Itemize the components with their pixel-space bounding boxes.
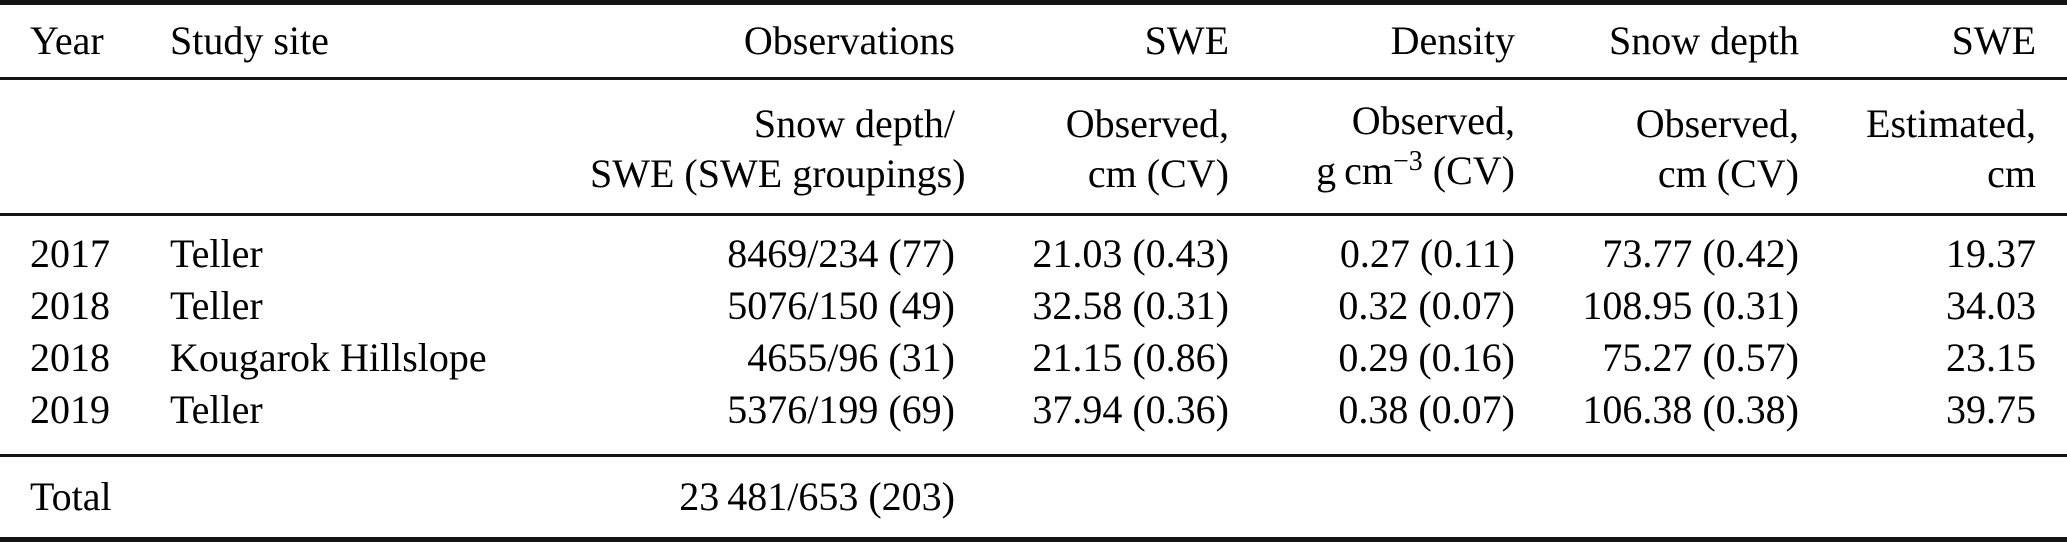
cell-snow-depth: 108.95 (0.31)	[1582, 283, 1799, 328]
cell-snow-depth: 106.38 (0.38)	[1582, 387, 1799, 432]
subheader-swe-observed-line2: cm (CV)	[1087, 150, 1229, 196]
table-row: 2018 Teller 5076/150 (49) 32.58 (0.31) 0…	[0, 280, 2067, 332]
col-header-swe-estimated: SWE	[1799, 2, 2067, 80]
subheader-observations-line1: Snow depth/	[753, 100, 955, 146]
col-header-observations: Observations	[590, 2, 955, 80]
subheader-snow-depth-line1: Observed,	[1635, 100, 1799, 146]
cell-year: 2019	[30, 387, 110, 432]
cell-density: 0.29 (0.16)	[1338, 335, 1515, 380]
cell-swe-estimated: 19.37	[1946, 231, 2036, 276]
total-empty-swe-observed	[955, 454, 1229, 540]
column-subheader-row: Snow depth/ SWE (SWE groupings) Observed…	[0, 78, 2067, 216]
cell-swe-observed: 21.03 (0.43)	[1032, 231, 1229, 276]
subheader-density: Observed, g cm−3 (CV)	[1229, 78, 1515, 216]
subheader-swe-observed: Observed, cm (CV)	[955, 78, 1229, 216]
cell-snow-depth: 73.77 (0.42)	[1602, 231, 1799, 276]
cell-swe-observed: 37.94 (0.36)	[1032, 387, 1229, 432]
cell-density: 0.38 (0.07)	[1338, 387, 1515, 432]
table-row: 2019 Teller 5376/199 (69) 37.94 (0.36) 0…	[0, 384, 2067, 456]
subheader-study-site-empty	[170, 78, 590, 216]
total-label: Total	[0, 454, 590, 540]
cell-observations: 5376/199 (69)	[727, 387, 955, 432]
cell-swe-estimated: 34.03	[1946, 283, 2036, 328]
total-empty-swe-estimated	[1799, 454, 2067, 540]
table-body: 2017 Teller 8469/234 (77) 21.03 (0.43) 0…	[0, 215, 2067, 456]
subheader-swe-estimated: Estimated, cm	[1799, 78, 2067, 216]
col-header-snow-depth: Snow depth	[1515, 2, 1799, 80]
total-empty-snow-depth	[1515, 454, 1799, 540]
subheader-swe-estimated-line2: cm	[1987, 150, 2036, 196]
density-unit-suffix: (CV)	[1422, 148, 1515, 193]
cell-observations: 4655/96 (31)	[747, 335, 955, 380]
cell-study-site: Kougarok Hillslope	[170, 335, 487, 380]
table-row: 2018 Kougarok Hillslope 4655/96 (31) 21.…	[0, 332, 2067, 384]
total-row: Total 23 481/653 (203)	[0, 454, 2067, 540]
subheader-density-unit: g cm−3 (CV)	[1229, 146, 1515, 201]
cell-swe-observed: 32.58 (0.31)	[1032, 283, 1229, 328]
cell-density: 0.27 (0.11)	[1339, 231, 1515, 276]
subheader-density-line1: Observed,	[1351, 98, 1515, 143]
density-unit-prefix: g cm	[1316, 148, 1393, 193]
table-row: 2017 Teller 8469/234 (77) 21.03 (0.43) 0…	[0, 215, 2067, 281]
col-header-swe-observed: SWE	[955, 2, 1229, 80]
table-header: Year Study site Observations SWE Density…	[0, 2, 2067, 216]
cell-study-site: Teller	[170, 283, 263, 328]
subheader-observations: Snow depth/ SWE (SWE groupings)	[590, 78, 966, 216]
total-empty-density	[1229, 454, 1515, 540]
col-header-density: Density	[1229, 2, 1515, 80]
cell-observations: 8469/234 (77)	[727, 231, 955, 276]
column-header-row: Year Study site Observations SWE Density…	[0, 2, 2067, 80]
total-observations: 23 481/653 (203)	[590, 454, 955, 540]
subheader-snow-depth: Observed, cm (CV)	[1515, 78, 1799, 216]
col-header-study-site: Study site	[170, 2, 590, 80]
cell-study-site: Teller	[170, 387, 263, 432]
cell-year: 2018	[30, 283, 110, 328]
col-header-year: Year	[0, 2, 170, 80]
cell-swe-estimated: 23.15	[1946, 335, 2036, 380]
cell-snow-depth: 75.27 (0.57)	[1602, 335, 1799, 380]
subheader-swe-estimated-line1: Estimated,	[1866, 100, 2036, 146]
cell-observations: 5076/150 (49)	[727, 283, 955, 328]
subheader-year-empty	[0, 78, 170, 216]
subheader-snow-depth-line2: cm (CV)	[1657, 150, 1799, 196]
cell-density: 0.32 (0.07)	[1338, 283, 1515, 328]
cell-year: 2018	[30, 335, 110, 380]
table-footer: Total 23 481/653 (203)	[0, 454, 2067, 540]
cell-swe-estimated: 39.75	[1946, 387, 2036, 432]
superscript-exponent: −3	[1392, 146, 1423, 177]
cell-year: 2017	[30, 231, 110, 276]
subheader-swe-observed-line1: Observed,	[1065, 100, 1229, 146]
cell-study-site: Teller	[170, 231, 263, 276]
subheader-observations-line2: SWE (SWE groupings)	[590, 150, 966, 196]
cell-swe-observed: 21.15 (0.86)	[1032, 335, 1229, 380]
